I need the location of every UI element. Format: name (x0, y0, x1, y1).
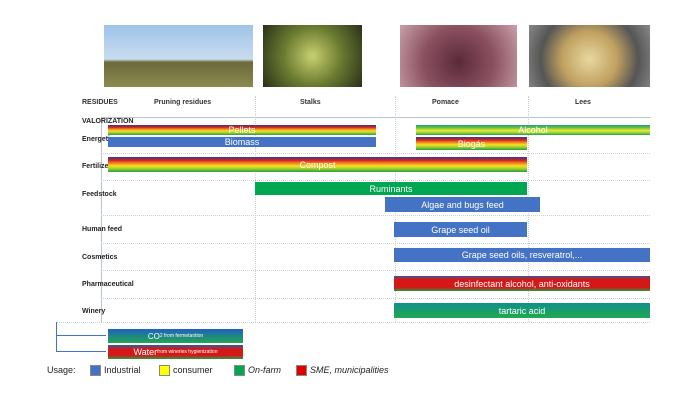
legend-label: consumer (173, 365, 213, 375)
bar-alcohol: Alcohol (416, 125, 650, 135)
row-divider (101, 215, 650, 216)
connector-arrow (56, 335, 106, 336)
row-pharmaceutical: Pharmaceutical (82, 281, 134, 288)
legend-swatch (234, 365, 245, 377)
row-energetic: Energetic (82, 136, 114, 143)
bar-algae: Algae and bugs feed (385, 197, 540, 212)
pomace-photo (400, 25, 517, 87)
row-fertilizer: Fertilizer (82, 163, 112, 170)
col-residues: RESIDUES (82, 99, 118, 106)
co2-label: CO (147, 331, 160, 341)
row-divider (57, 322, 650, 323)
bar-co2: CO 2 from fermetantion (108, 329, 243, 343)
row-divider (101, 180, 650, 181)
row-feedstock: Feedstock (82, 191, 117, 198)
legend-label: SME, municipalities (310, 365, 389, 375)
col-stalks: Stalks (300, 99, 321, 106)
water-label: Water (133, 347, 158, 357)
col-pomace: Pomace (432, 99, 459, 106)
connector-line (56, 322, 57, 352)
col-pruning: Pruning residues (154, 99, 212, 106)
row-divider (101, 298, 650, 299)
row-winery: Winery (82, 308, 106, 315)
legend-label: On-farm (248, 365, 282, 375)
bar-ruminants: Ruminants (255, 182, 527, 195)
legend-swatch (296, 365, 307, 377)
legend-swatch (90, 365, 101, 377)
legend-industrial: Industrial (90, 365, 141, 377)
legend-consumer: consumer (159, 365, 213, 377)
bar-biomass: Biomass (108, 137, 376, 147)
row-human-feed: Human feed (82, 226, 123, 233)
bar-grape-seed-oils: Grape seed oils, resveratrol,... (394, 248, 650, 262)
row-cosmetics: Cosmetics (82, 254, 118, 261)
legend-swatch (159, 365, 170, 377)
legend-title: Usage: (47, 365, 76, 375)
row-divider (101, 243, 650, 244)
col-lees: Lees (575, 99, 591, 106)
legend-sme: SME, municipalities (296, 365, 389, 377)
legend-on-farm: On-farm (234, 365, 282, 377)
frame (101, 117, 651, 323)
bar-biogas: Biogás (416, 137, 527, 150)
co2-sub: 2 from fermetantion (159, 333, 204, 339)
bar-pharmaceutical: desinfectant alcohol, anti-oxidants (394, 276, 650, 291)
lees-photo (529, 25, 650, 87)
legend-label: Industrial (104, 365, 141, 375)
row-valorization: VALORIZATION (82, 118, 134, 125)
bar-compost: Compost (108, 157, 527, 172)
water-sub: from wineries hygienization (157, 349, 218, 355)
pruning-residues-photo (104, 25, 253, 87)
stalks-photo (263, 25, 362, 87)
connector-arrow (56, 351, 106, 352)
bar-grape-seed-oil: Grape seed oil (394, 222, 527, 237)
bar-tartaric: tartaric acid (394, 303, 650, 318)
divider (255, 96, 256, 322)
row-divider (101, 270, 650, 271)
row-divider (101, 153, 650, 154)
bar-pellets: Pellets (108, 125, 376, 135)
bar-water: Water from wineries hygienization (108, 345, 243, 359)
